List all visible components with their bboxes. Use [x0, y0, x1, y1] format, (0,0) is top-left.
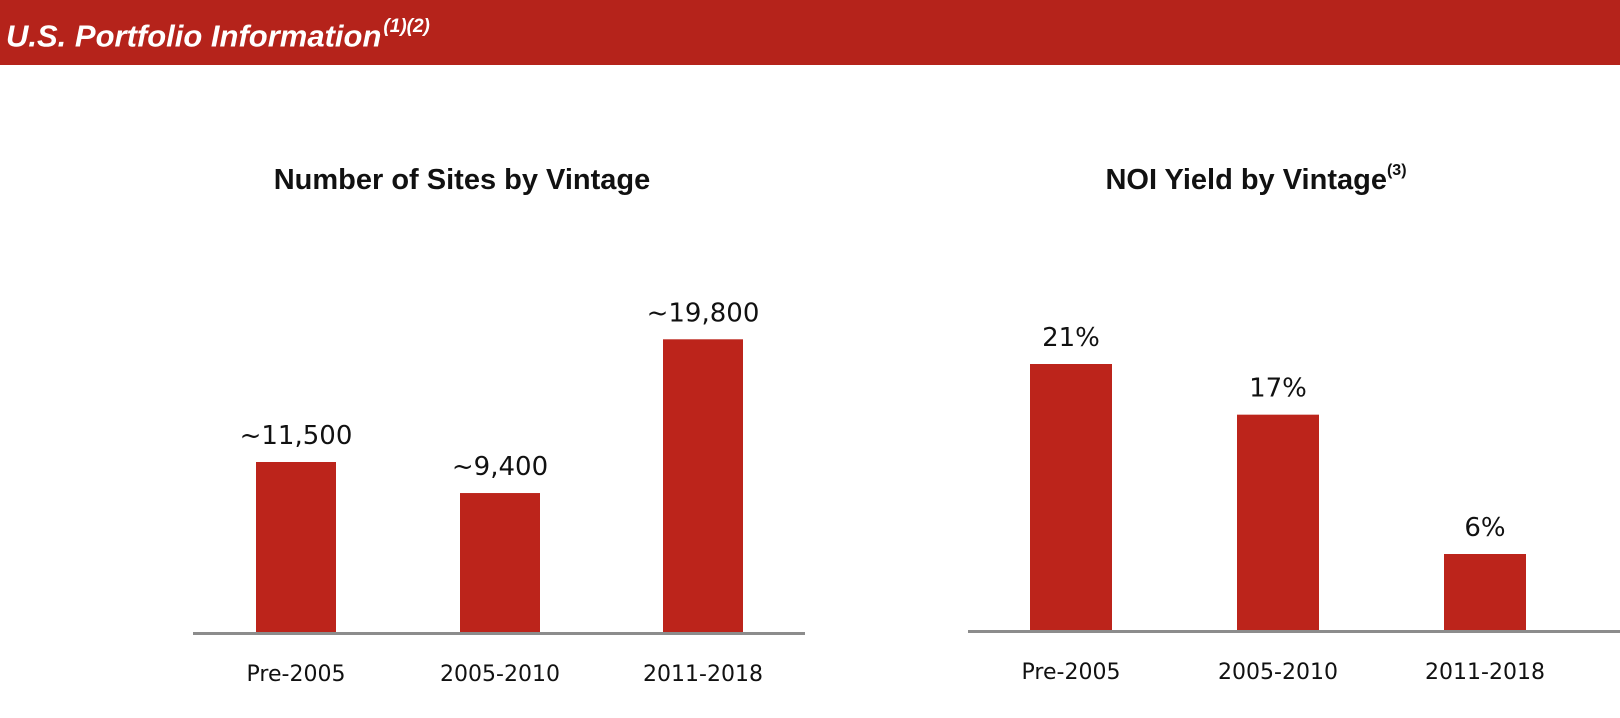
- page-title-footnote: (1)(2): [383, 16, 430, 37]
- bar-pre-2005: [1030, 364, 1112, 630]
- x-tick-label: 2005-2010: [1218, 660, 1338, 685]
- x-tick-label: 2011-2018: [643, 662, 763, 687]
- chart-noi-yield-by-vintage: NOI Yield by Vintage(3) 21% Pre-2005 17% 20…: [968, 162, 1620, 685]
- chart-sites-by-vintage: Number of Sites by Vintage ~11,500 Pre-20…: [193, 164, 805, 687]
- bar-group: 21% Pre-2005 17% 2005-2010 6% 2011-2018: [1022, 323, 1545, 685]
- data-label: ~19,800: [647, 298, 760, 328]
- chart-title: Number of Sites by Vintage: [274, 164, 651, 196]
- data-label: 17%: [1249, 374, 1307, 404]
- bar-2005-2010: [460, 493, 540, 632]
- chart-title-text: NOI Yield by Vintage: [1105, 164, 1387, 196]
- header-bar: U.S. Portfolio Information (1)(2): [0, 0, 1620, 65]
- page-title: U.S. Portfolio Information (1)(2): [6, 17, 430, 54]
- x-tick-label: 2011-2018: [1425, 660, 1545, 685]
- bar-2011-2018: [663, 339, 743, 632]
- bar-2005-2010: [1237, 414, 1319, 630]
- data-label: 21%: [1042, 323, 1100, 353]
- page-title-text: U.S. Portfolio Information: [6, 18, 382, 54]
- bar-pre-2005: [256, 462, 336, 632]
- chart-title-footnote: (3): [1387, 162, 1407, 179]
- chart-title-text: Number of Sites by Vintage: [274, 164, 651, 196]
- x-tick-label: Pre-2005: [247, 662, 346, 687]
- chart-title: NOI Yield by Vintage(3): [1105, 162, 1406, 196]
- x-tick-label: Pre-2005: [1022, 660, 1121, 685]
- bar-2011-2018: [1444, 554, 1526, 630]
- data-label: ~11,500: [240, 421, 353, 451]
- data-label: ~9,400: [452, 452, 548, 482]
- bar-group: ~11,500 Pre-2005 ~9,400 2005-2010 ~19,800 201…: [240, 298, 763, 687]
- data-label: 6%: [1464, 513, 1505, 543]
- x-tick-label: 2005-2010: [440, 662, 560, 687]
